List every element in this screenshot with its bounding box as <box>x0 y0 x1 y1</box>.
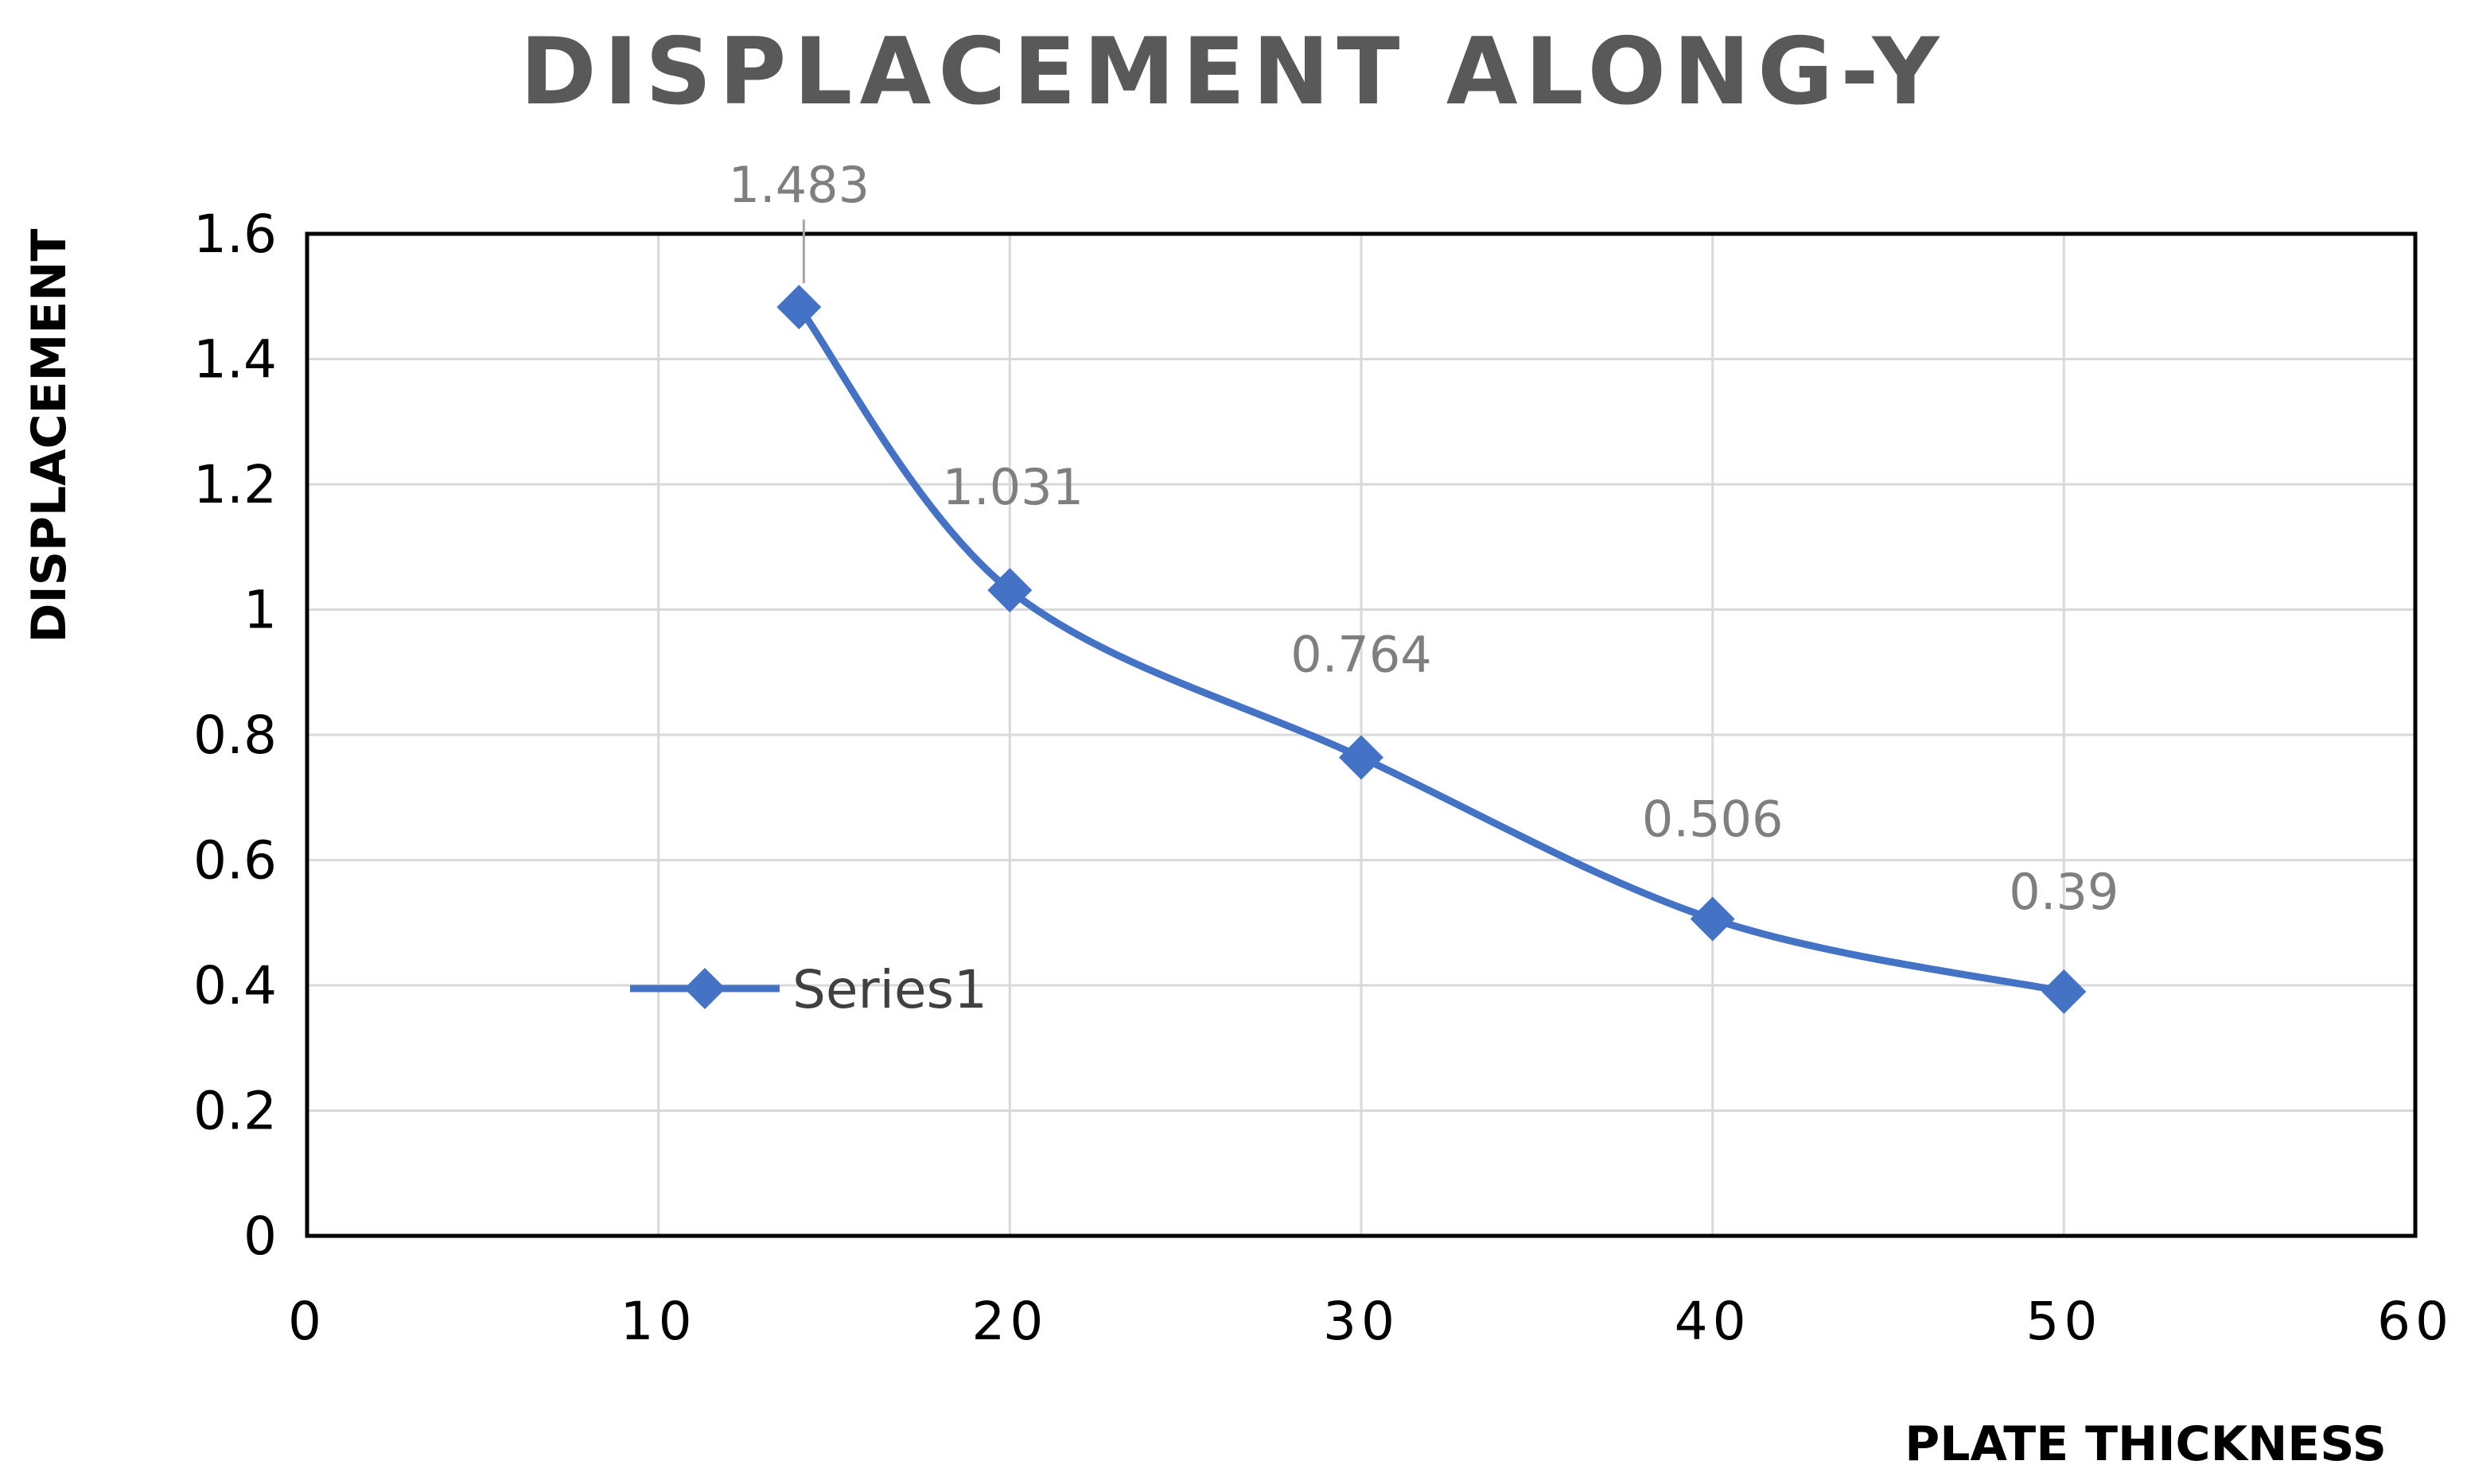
x-tick-label: 30 <box>1323 1291 1399 1352</box>
y-tick-label: 0.8 <box>193 705 277 766</box>
x-axis-title: PLATE THICKNESS <box>1905 1416 2387 1472</box>
x-tick-label: 10 <box>621 1291 697 1352</box>
y-tick-label: 0.4 <box>193 955 277 1016</box>
x-tick-label: 20 <box>971 1291 1048 1352</box>
y-tick-label: 0.2 <box>193 1081 277 1142</box>
plot-area-border <box>305 231 2418 1238</box>
y-tick-label: 0.6 <box>193 830 277 892</box>
y-tick-label: 1.4 <box>193 329 277 390</box>
y-tick-label: 1 <box>243 580 277 641</box>
x-tick-label: 50 <box>2025 1291 2102 1352</box>
x-tick-label: 40 <box>1675 1291 1751 1352</box>
data-point-marker <box>1690 896 1735 942</box>
grid <box>305 232 2417 1237</box>
data-label: 0.39 <box>2009 863 2119 921</box>
chart-title: DISPLACEMENT ALONG-Y <box>520 18 1947 126</box>
data-label: 1.483 <box>729 156 870 214</box>
data-point-marker <box>987 568 1033 613</box>
y-axis-title: DISPLACEMENT <box>21 229 77 643</box>
data-point-marker <box>2041 969 2087 1014</box>
data-label: 1.031 <box>943 458 1084 516</box>
x-tick-label: 0 <box>288 1291 326 1352</box>
data-label: 0.506 <box>1642 791 1784 849</box>
y-tick-label: 0 <box>243 1206 277 1267</box>
data-point-marker <box>1339 735 1383 780</box>
y-tick-label: 1.2 <box>193 454 277 515</box>
x-axis-ticks: 0 10 20 30 40 50 60 <box>288 1291 2453 1352</box>
legend-marker-swatch <box>684 968 726 1009</box>
y-axis-ticks: 0 0.2 0.4 0.6 0.8 1 1.2 1.4 1.6 <box>193 204 277 1267</box>
plot-frame <box>305 231 2418 1238</box>
data-label: 0.764 <box>1290 625 1432 683</box>
legend-entry-label: Series1 <box>792 959 987 1020</box>
series-layer <box>776 285 2087 1014</box>
legend: Series1 <box>630 959 987 1020</box>
data-labels: 1.483 1.031 0.764 0.506 0.39 <box>729 156 2119 921</box>
x-tick-label: 60 <box>2377 1291 2453 1352</box>
y-tick-label: 1.6 <box>193 204 277 265</box>
data-point-marker <box>776 285 822 330</box>
